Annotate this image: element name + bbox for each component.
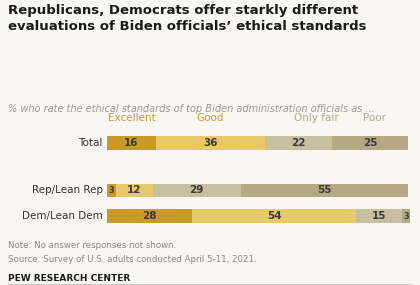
Bar (116, 184, 153, 198)
Bar (153, 184, 241, 198)
Text: Dem/Lean Dem: Dem/Lean Dem (22, 211, 102, 221)
Text: 36: 36 (203, 138, 218, 148)
Text: 3: 3 (109, 186, 115, 195)
Bar (107, 184, 116, 198)
Text: Total: Total (78, 138, 102, 148)
Text: 54: 54 (267, 211, 281, 221)
Text: 3: 3 (404, 212, 410, 221)
Bar (107, 136, 156, 150)
Bar (356, 209, 402, 223)
Text: 55: 55 (317, 186, 332, 196)
Bar (402, 209, 411, 223)
Bar (241, 184, 408, 198)
Text: 29: 29 (189, 186, 204, 196)
Text: Poor: Poor (363, 113, 386, 123)
Text: 22: 22 (291, 138, 306, 148)
Text: Only fair: Only fair (294, 113, 339, 123)
Text: Source: Survey of U.S. adults conducted April 5-11, 2021.: Source: Survey of U.S. adults conducted … (8, 255, 257, 264)
Text: 25: 25 (363, 138, 377, 148)
Text: % who rate the ethical standards of top Biden administration officials as ...: % who rate the ethical standards of top … (8, 104, 375, 114)
Text: 16: 16 (124, 138, 139, 148)
Text: 28: 28 (142, 211, 157, 221)
Bar (107, 209, 192, 223)
Text: 12: 12 (127, 186, 142, 196)
Text: PEW RESEARCH CENTER: PEW RESEARCH CENTER (8, 274, 131, 283)
Text: Rep/Lean Rep: Rep/Lean Rep (32, 186, 102, 196)
Text: 15: 15 (372, 211, 386, 221)
Bar (332, 136, 408, 150)
Text: Good: Good (197, 113, 224, 123)
Bar (156, 136, 265, 150)
Bar (192, 209, 356, 223)
Text: Note: No answer responses not shown.: Note: No answer responses not shown. (8, 241, 177, 250)
Text: Excellent: Excellent (108, 113, 155, 123)
Bar (265, 136, 332, 150)
Text: Republicans, Democrats offer starkly different
evaluations of Biden officials’ e: Republicans, Democrats offer starkly dif… (8, 4, 367, 33)
